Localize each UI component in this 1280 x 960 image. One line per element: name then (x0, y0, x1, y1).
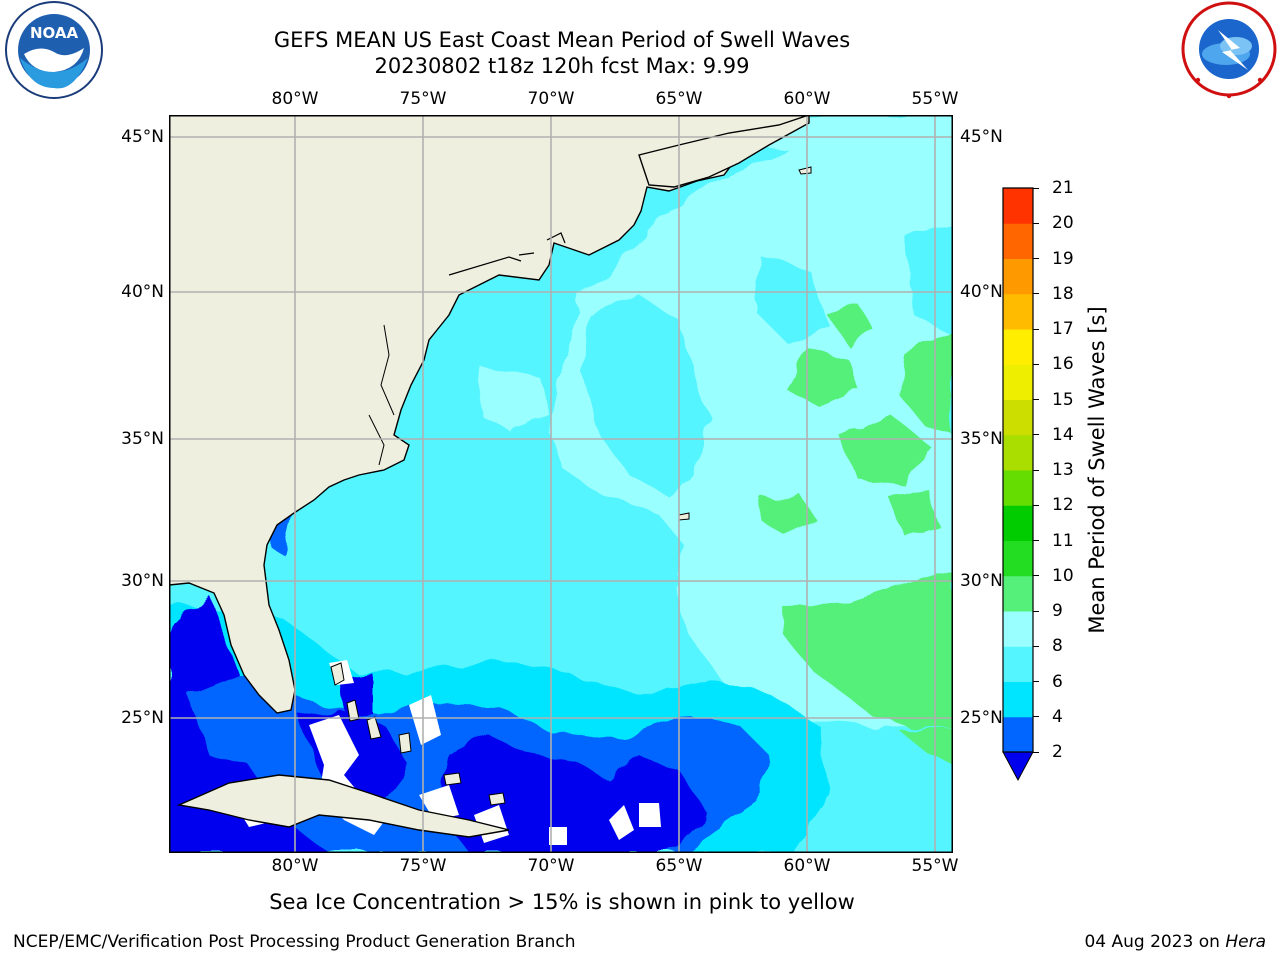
ocean-8-9s-field (549, 115, 953, 727)
colorbar-segment (1003, 470, 1033, 506)
colorbar-tick (1033, 540, 1039, 541)
colorbar-tick (1033, 751, 1039, 753)
colorbar-level-label: 17 (1052, 319, 1074, 339)
colorbar-tick (1033, 610, 1039, 612)
colorbar-tick (1033, 293, 1039, 295)
lon-tick-top: 60°W (783, 89, 831, 109)
colorbar-level-label: 13 (1052, 460, 1074, 480)
colorbar-level-label: 14 (1052, 424, 1074, 445)
lon-tick-bottom: 70°W (527, 856, 575, 876)
colorbar-segment (1003, 223, 1033, 259)
colorbar-level-label: 21 (1052, 178, 1074, 198)
lon-tick-bottom: 80°W (271, 856, 319, 876)
colorbar-tick (1033, 434, 1039, 436)
lon-tick-bottom: 65°W (655, 856, 703, 876)
lat-tick-left: 25°N (121, 708, 164, 728)
colorbar-level-label: 11 (1052, 530, 1074, 551)
colorbar-tick (1033, 645, 1039, 647)
colorbar-tick (1033, 399, 1039, 400)
lat-tick-right: 25°N (960, 708, 1003, 728)
noaa-logo-icon: NOAA (0, 0, 108, 100)
lon-tick-bottom: 55°W (911, 856, 959, 876)
lat-tick-left: 45°N (121, 127, 164, 147)
lon-tick-bottom: 75°W (399, 856, 447, 876)
colorbar-tick (1033, 187, 1039, 189)
lon-tick-top: 65°W (655, 89, 703, 109)
footer-host: Hera (1225, 932, 1266, 952)
colorbar (1002, 187, 1034, 784)
colorbar-tick (1033, 363, 1039, 365)
colorbar-segment (1003, 716, 1033, 753)
lon-tick-top: 70°W (527, 89, 575, 109)
colorbar-level-label: 15 (1052, 389, 1074, 410)
lon-tick-top: 75°W (399, 89, 447, 109)
colorbar-segment (1003, 646, 1033, 682)
colorbar-segment (1003, 293, 1033, 330)
colorbar-level-label: 8 (1052, 636, 1063, 657)
footer-date-text: 04 Aug 2023 on (1084, 932, 1226, 952)
lon-tick-top: 80°W (271, 89, 319, 109)
lat-tick-left: 30°N (121, 571, 164, 591)
colorbar-tick (1033, 504, 1039, 506)
lon-tick-top: 55°W (911, 89, 959, 109)
chart-subtitle: 20230802 t18z 120h fcst Max: 9.99 (374, 54, 750, 78)
colorbar-level-label: 18 (1052, 283, 1074, 304)
colorbar-segment (1003, 399, 1033, 436)
colorbar-level-label: 20 (1052, 213, 1074, 234)
colorbar-tick (1033, 469, 1039, 471)
lon-tick-bottom: 60°W (783, 856, 831, 876)
ocean-9-10s-field (787, 350, 859, 407)
colorbar-level-label: 4 (1052, 706, 1063, 727)
colorbar-segment (1003, 681, 1033, 718)
colorbar-segment (1003, 540, 1033, 577)
footer-branch: NCEP/EMC/Verification Post Processing Pr… (13, 932, 576, 952)
colorbar-tick (1033, 681, 1039, 682)
colorbar-segment (1003, 611, 1033, 647)
colorbar-segment (1003, 434, 1033, 471)
footer-date: 04 Aug 2023 on Hera (1084, 932, 1266, 952)
colorbar-level-label: 2 (1052, 742, 1063, 762)
colorbar-level-label: 6 (1052, 671, 1063, 692)
colorbar-level-label: 12 (1052, 495, 1074, 516)
sea-ice-note: Sea Ice Concentration > 15% is shown in … (269, 890, 855, 914)
colorbar-segment (1003, 329, 1033, 365)
lat-tick-right: 40°N (960, 282, 1003, 302)
lat-tick-left: 40°N (121, 282, 164, 302)
ocean-8-9s-field (479, 365, 549, 430)
lat-tick-right: 35°N (960, 429, 1003, 449)
colorbar-level-label: 10 (1052, 565, 1074, 586)
land-mass (169, 115, 810, 838)
colorbar-tick (1033, 222, 1039, 224)
colorbar-segment (1003, 575, 1033, 612)
colorbar-segment (1003, 505, 1033, 541)
colorbar-title: Mean Period of Swell Waves [s] (1085, 306, 1109, 634)
ocean-below-2s-field (169, 595, 329, 853)
colorbar-tick (1033, 258, 1039, 259)
colorbar-tick (1033, 575, 1039, 577)
colorbar-level-label: 19 (1052, 248, 1074, 269)
nws-logo-icon (1178, 0, 1280, 100)
bahamas-islands (330, 166, 812, 806)
lat-tick-right: 45°N (960, 127, 1003, 147)
colorbar-level-label: 9 (1052, 601, 1063, 621)
colorbar-under-triangle (1002, 751, 1034, 782)
swell-period-map (169, 115, 953, 853)
colorbar-segment (1003, 364, 1033, 400)
colorbar-tick (1033, 716, 1039, 718)
chart-title: GEFS MEAN US East Coast Mean Period of S… (273, 28, 851, 52)
lat-tick-right: 30°N (960, 571, 1003, 591)
colorbar-tick (1033, 328, 1039, 330)
lat-tick-left: 35°N (121, 429, 164, 449)
colorbar-level-label: 16 (1052, 354, 1074, 375)
graticule (169, 115, 953, 853)
colorbar-segment (1003, 258, 1033, 295)
colorbar-segment (1003, 188, 1033, 224)
noaa-logo-text: NOAA (30, 24, 79, 42)
